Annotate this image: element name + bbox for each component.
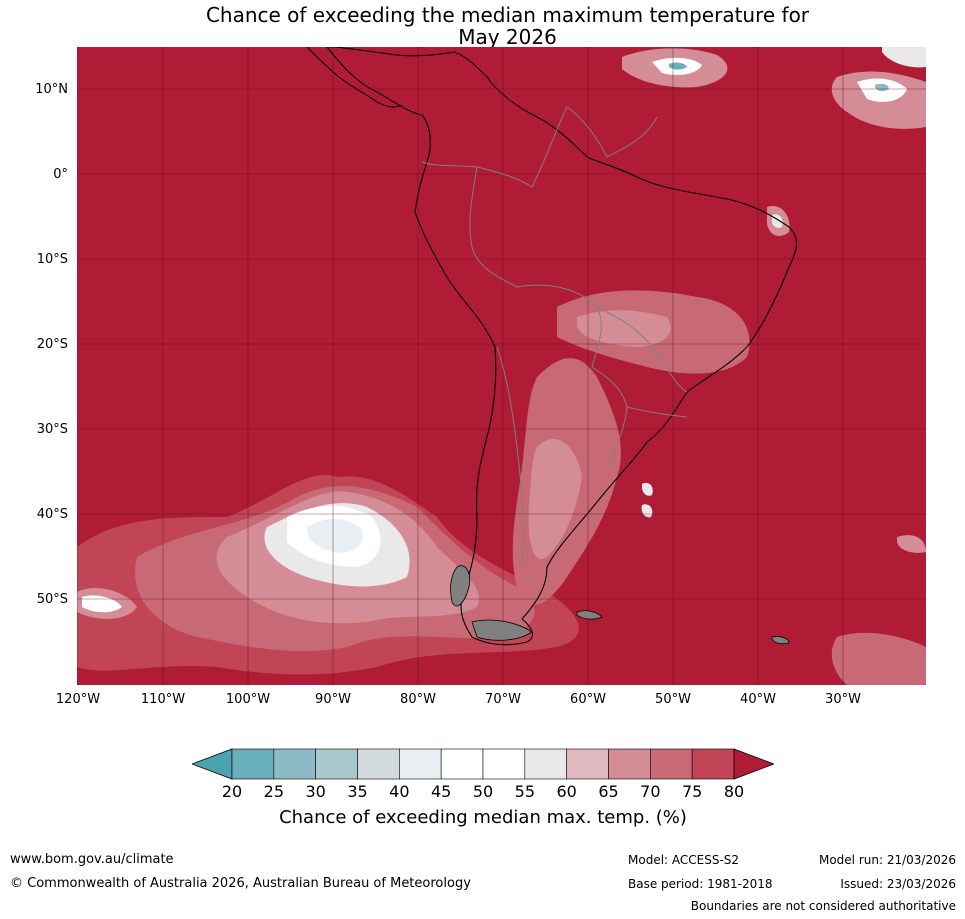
probability-contours xyxy=(77,47,926,685)
colorbar-cell xyxy=(482,748,526,780)
model-text: Model: ACCESS-S2 xyxy=(628,853,740,867)
lat-label-50s: 50°S xyxy=(36,592,68,607)
lon-label-100w: 100°W xyxy=(225,692,271,707)
graticule xyxy=(77,47,926,685)
colorbar-cell xyxy=(231,748,275,780)
colorbar-cell xyxy=(357,748,400,780)
copyright-text: © Commonwealth of Australia 2026, Austra… xyxy=(10,876,471,891)
forecast-map xyxy=(77,47,926,685)
lat-label-40s: 40°S xyxy=(36,507,68,522)
colorbar-cell xyxy=(566,748,609,780)
sw-patch-inner xyxy=(82,595,122,613)
colorbar-label: Chance of exceeding median max. temp. (%… xyxy=(279,807,687,828)
south-america-coastline xyxy=(326,47,798,646)
colorbar xyxy=(192,748,774,780)
colorbar-arrow-high xyxy=(733,748,774,780)
lat-label-10n: 10°N xyxy=(35,82,68,97)
colorbar-cell xyxy=(440,748,484,780)
lon-label-120w: 120°W xyxy=(55,692,101,707)
lon-label-110w: 110°W xyxy=(140,692,186,707)
atlantic-small-1 xyxy=(641,482,653,496)
east-atlantic-blob-core xyxy=(875,83,889,92)
lon-label-30w: 30°W xyxy=(825,692,861,707)
central-america-coastline xyxy=(306,47,403,108)
colorbar-cell xyxy=(524,748,567,780)
colorbar-tick-label: 35 xyxy=(347,782,368,801)
colorbar-cell xyxy=(608,748,651,780)
issued-text: Issued: 23/03/2026 xyxy=(840,877,956,891)
lon-label-40w: 40°W xyxy=(740,692,776,707)
base-period-text: Base period: 1981-2018 xyxy=(628,877,773,891)
lon-label-60w: 60°W xyxy=(570,692,606,707)
title-line-1: Chance of exceeding the median maximum t… xyxy=(205,3,810,27)
southern-ocean-region-45 xyxy=(306,518,363,553)
lat-label-10s: 10°S xyxy=(36,252,68,267)
southern-islands xyxy=(450,565,790,645)
lon-label-50w: 50°W xyxy=(655,692,691,707)
southeast-ocean-blob xyxy=(831,632,926,685)
colorbar-tick-label: 20 xyxy=(221,782,243,801)
country-borders xyxy=(421,106,688,568)
colorbar-cell xyxy=(273,748,316,780)
lat-label-20s: 20°S xyxy=(36,337,68,352)
lat-label-30s: 30°S xyxy=(36,422,68,437)
lon-label-90w: 90°W xyxy=(315,692,351,707)
colorbar-tick-label: 75 xyxy=(681,782,703,801)
lat-label-0: 0° xyxy=(53,167,68,182)
colorbar-cell xyxy=(650,748,693,780)
colorbar-tick-label: 60 xyxy=(556,782,577,801)
colorbar-tick-label: 50 xyxy=(472,782,494,801)
colorbar-tick-label: 70 xyxy=(640,782,661,801)
colorbar-tick-label: 80 xyxy=(723,782,745,801)
colorbar-cell xyxy=(315,748,358,780)
colorbar-cell xyxy=(691,748,735,780)
title-line-2: May 2026 xyxy=(458,25,557,49)
map-svg xyxy=(77,47,926,685)
colorbar-tick-label: 65 xyxy=(598,782,619,801)
colorbar-tick-label: 45 xyxy=(430,782,452,801)
colorbar-cell xyxy=(399,748,442,780)
north-atlantic-blob-core xyxy=(669,62,687,70)
colorbar-tick-label: 25 xyxy=(263,782,284,801)
website-text: www.bom.gov.au/climate xyxy=(10,852,174,867)
colorbar-tick-label: 40 xyxy=(389,782,410,801)
colorbar-tick-label: 30 xyxy=(305,782,326,801)
atlantic-small-2 xyxy=(641,504,653,518)
lon-label-70w: 70°W xyxy=(485,692,521,707)
colorbar-tick-label: 55 xyxy=(514,782,535,801)
lon-label-80w: 80°W xyxy=(400,692,436,707)
colorbar-arrow-low xyxy=(192,748,233,780)
argentina-inner xyxy=(528,438,582,559)
nw-atlantic-blob xyxy=(882,47,926,68)
southeast-ocean-patch xyxy=(897,535,926,553)
chart-title: Chance of exceeding the median maximum t… xyxy=(0,4,965,48)
model-run-text: Model run: 21/03/2026 xyxy=(818,853,956,867)
disclaimer-text: Boundaries are not considered authoritat… xyxy=(690,899,956,913)
